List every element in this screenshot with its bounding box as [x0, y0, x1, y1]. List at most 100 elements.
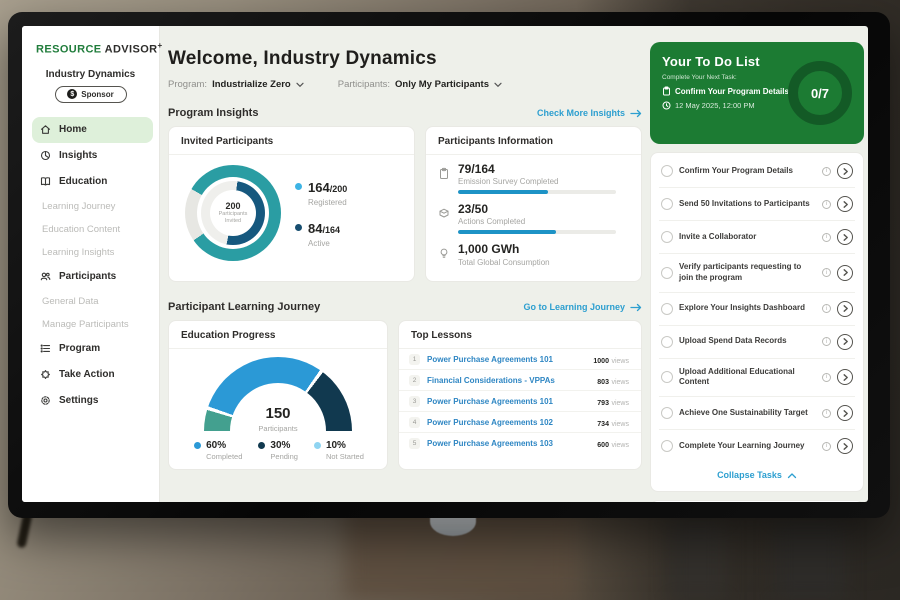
sidebar-item-label: Insights	[59, 150, 98, 162]
program-insights-title: Program Insights	[168, 107, 259, 119]
task-row[interactable]: Send 50 Invitations to Participants i	[659, 187, 855, 220]
main-content: Welcome, Industry Dynamics Program: Indu…	[160, 26, 652, 502]
lesson-link[interactable]: Power Purchase Agreements 101	[427, 355, 553, 364]
task-checkbox[interactable]	[661, 335, 673, 348]
legend-value: 30%	[270, 440, 291, 451]
lesson-rank: 5	[409, 438, 420, 449]
task-checkbox[interactable]	[661, 407, 673, 420]
todo-next-task-label: Confirm Your Program Details	[675, 86, 789, 96]
task-open-button[interactable]	[837, 196, 853, 212]
task-checkbox[interactable]	[661, 371, 673, 384]
task-row[interactable]: Verify participants requesting to join t…	[659, 253, 855, 292]
chevron-up-icon	[787, 473, 797, 478]
task-checkbox[interactable]	[661, 165, 673, 177]
info-icon[interactable]: i	[822, 232, 831, 242]
task-checkbox[interactable]	[661, 440, 673, 453]
legend-pending: 30% Pending	[258, 440, 298, 461]
link-label: Go to Learning Journey	[523, 302, 625, 312]
info-icon[interactable]: i	[822, 372, 831, 382]
lesson-views-suffix: views	[611, 420, 629, 428]
info-icon[interactable]: i	[822, 166, 831, 176]
sidebar-item-general-data[interactable]: General Data	[32, 290, 153, 313]
info-icon[interactable]: i	[822, 408, 831, 418]
sidebar-item-learning-journey[interactable]: Learning Journey	[32, 195, 153, 218]
task-label: Upload Spend Data Records	[679, 336, 787, 346]
sidebar-item-education-content[interactable]: Education Content	[32, 218, 153, 241]
task-open-button[interactable]	[837, 229, 853, 245]
task-open-button[interactable]	[837, 163, 853, 179]
task-checkbox[interactable]	[661, 198, 673, 210]
invited-participants-card: Invited Participants 200 Participants In…	[168, 126, 415, 282]
task-checkbox[interactable]	[661, 231, 673, 243]
sidebar-item-settings[interactable]: Settings	[32, 388, 153, 414]
todo-next-task: Confirm Your Program Details	[662, 86, 852, 96]
task-label: Achieve One Sustainability Target	[679, 407, 808, 417]
sponsor-icon: $	[67, 89, 78, 100]
task-open-button[interactable]	[837, 405, 853, 422]
task-row[interactable]: Complete Your Learning Journey i	[659, 429, 855, 462]
legend-value: 60%	[206, 440, 227, 451]
sidebar-nav: Home Insights Education Learning Journey…	[22, 116, 159, 414]
todo-panel: Your To Do List Complete Your Next Task:…	[650, 42, 864, 502]
info-icon[interactable]: i	[822, 199, 831, 209]
sidebar-item-insights[interactable]: Insights	[32, 143, 153, 169]
sidebar-item-manage-participants[interactable]: Manage Participants	[32, 313, 153, 336]
legend-label: Not Started	[325, 452, 364, 461]
task-row[interactable]: Invite a Collaborator i	[659, 220, 855, 253]
todo-due-label: 12 May 2025, 12:00 PM	[675, 101, 755, 110]
task-row[interactable]: Achieve One Sustainability Target i	[659, 396, 855, 429]
dashboard-screen: RESOURCE ADVISOR+ Industry Dynamics $ Sp…	[22, 26, 868, 502]
legend-completed: 60% Completed	[194, 440, 242, 461]
lesson-link[interactable]: Power Purchase Agreements 101	[427, 397, 553, 406]
task-row[interactable]: Confirm Your Program Details i	[659, 155, 855, 187]
chevron-right-icon	[843, 442, 848, 450]
sidebar-item-take-action[interactable]: Take Action	[32, 362, 153, 388]
stat-global-consumption: 1,000 GWh Total Global Consumption	[438, 243, 627, 267]
task-row[interactable]: Upload Spend Data Records i	[659, 324, 855, 358]
info-icon[interactable]: i	[822, 268, 831, 278]
sidebar-item-learning-insights[interactable]: Learning Insights	[32, 241, 153, 264]
task-open-button[interactable]	[837, 369, 853, 386]
go-to-learning-journey-link[interactable]: Go to Learning Journey	[523, 302, 642, 312]
lesson-link[interactable]: Financial Considerations - VPPAs	[427, 376, 555, 385]
task-open-button[interactable]	[837, 333, 853, 350]
lesson-link[interactable]: Power Purchase Agreements 103	[427, 439, 553, 448]
task-open-button[interactable]	[837, 438, 853, 455]
lesson-row: 1 Power Purchase Agreements 101 1000 vie…	[399, 349, 641, 370]
chevron-right-icon	[843, 373, 848, 381]
stat-label: Total Global Consumption	[458, 257, 550, 267]
settings-icon	[41, 396, 50, 405]
task-row[interactable]: Upload Additional Educational Content i	[659, 357, 855, 397]
chevron-down-icon	[494, 82, 502, 87]
task-open-button[interactable]	[837, 264, 853, 281]
sidebar-item-participants[interactable]: Participants	[32, 264, 153, 290]
donut-center-value: 200	[225, 200, 241, 211]
task-open-button[interactable]	[837, 300, 853, 317]
task-label: Upload Additional Educational Content	[679, 366, 795, 387]
clipboard-icon	[440, 167, 448, 179]
chevron-right-icon	[843, 269, 848, 277]
task-checkbox[interactable]	[661, 266, 673, 279]
info-icon[interactable]: i	[822, 337, 831, 347]
info-icon[interactable]: i	[822, 441, 831, 451]
task-label: Verify participants requesting to join t…	[679, 262, 802, 282]
sidebar-item-education[interactable]: Education	[32, 169, 153, 195]
sidebar-item-program[interactable]: Program	[32, 336, 153, 362]
task-label: Confirm Your Program Details	[679, 165, 793, 175]
legend-dot	[194, 442, 202, 449]
chevron-right-icon	[843, 338, 848, 345]
task-checkbox[interactable]	[661, 302, 673, 315]
lesson-link[interactable]: Power Purchase Agreements 102	[427, 418, 553, 427]
program-filter[interactable]: Program: Industrialize Zero	[168, 79, 304, 90]
check-more-insights-link[interactable]: Check More Insights	[537, 108, 642, 118]
collapse-tasks-link[interactable]: Collapse Tasks	[659, 462, 855, 487]
education-icon	[40, 177, 51, 186]
program-icon	[40, 344, 51, 353]
sidebar-item-label: Education Content	[42, 223, 121, 235]
lesson-row: 3 Power Purchase Agreements 101 793 view…	[399, 391, 641, 412]
sidebar-item-home[interactable]: Home	[32, 116, 153, 143]
participants-filter[interactable]: Participants: Only My Participants	[338, 79, 502, 90]
app-logo: RESOURCE ADVISOR+	[22, 26, 162, 56]
info-icon[interactable]: i	[822, 304, 831, 314]
task-row[interactable]: Explore Your Insights Dashboard i	[659, 291, 855, 325]
